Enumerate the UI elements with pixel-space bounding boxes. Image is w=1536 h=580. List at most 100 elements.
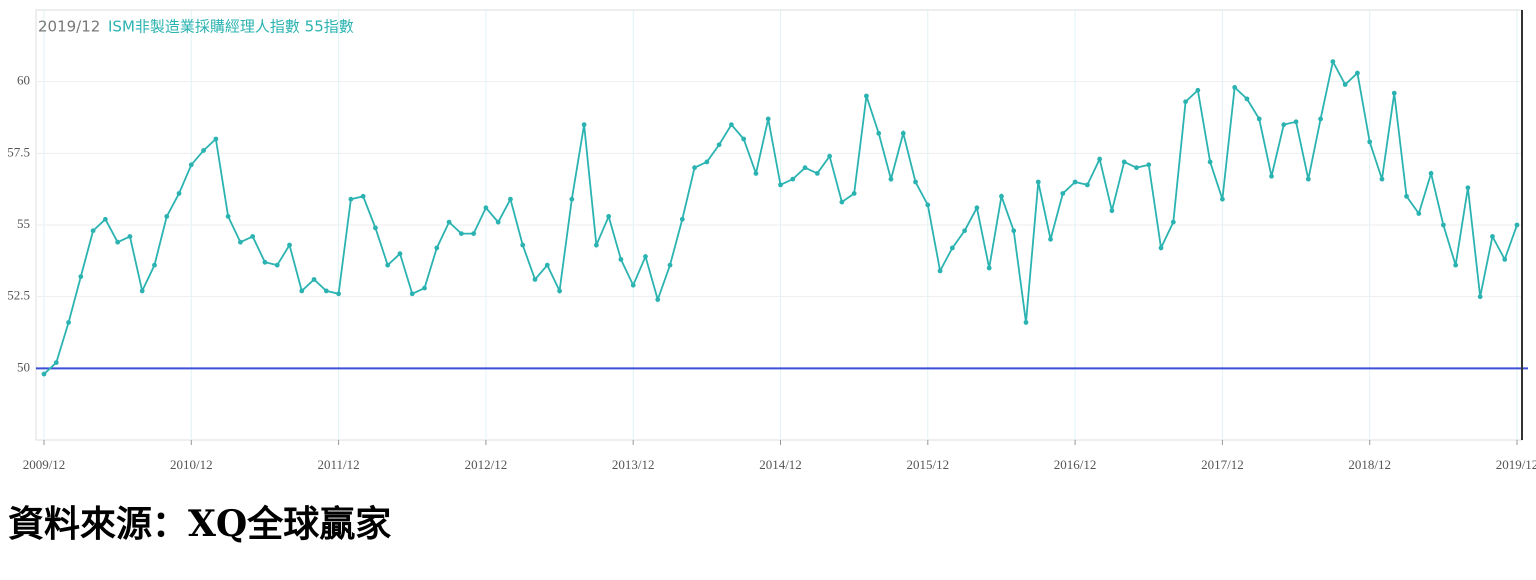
data-point	[778, 182, 783, 188]
data-point	[1183, 99, 1188, 105]
data-point	[765, 116, 771, 122]
data-point	[851, 191, 857, 196]
x-tick-label: 2018/12	[1348, 457, 1391, 472]
data-point	[213, 136, 219, 142]
data-point	[716, 142, 722, 148]
data-point	[1084, 182, 1090, 188]
data-point	[127, 234, 133, 239]
data-point	[581, 122, 587, 128]
data-point	[729, 122, 734, 128]
data-point	[569, 196, 575, 202]
data-point	[1146, 162, 1152, 168]
data-point	[1072, 179, 1078, 185]
y-tick-label: 50	[17, 359, 30, 374]
data-point	[655, 297, 661, 302]
data-point	[1416, 211, 1422, 216]
x-tick-label: 2012/12	[465, 457, 508, 472]
data-point	[790, 176, 796, 182]
data-point	[508, 196, 513, 202]
data-point	[913, 179, 918, 185]
data-point	[986, 265, 992, 271]
data-point	[1404, 193, 1409, 199]
y-tick-label: 55	[17, 216, 30, 231]
data-point	[1244, 96, 1250, 102]
data-point	[999, 193, 1004, 199]
data-point	[336, 291, 341, 297]
data-point	[1514, 222, 1520, 228]
data-point	[1158, 245, 1164, 251]
data-point	[802, 165, 808, 171]
data-point	[544, 262, 550, 268]
data-point	[1220, 196, 1225, 202]
data-point	[814, 171, 820, 176]
data-point	[90, 228, 96, 234]
data-point	[1256, 116, 1262, 122]
data-point	[373, 225, 378, 231]
date-label: 2019/12	[38, 18, 100, 36]
data-point	[1367, 139, 1373, 145]
data-point	[348, 196, 354, 202]
data-point	[495, 219, 501, 225]
data-point	[704, 159, 710, 165]
data-point	[900, 130, 906, 136]
data-point	[66, 320, 71, 325]
data-point	[1011, 228, 1017, 234]
data-point	[1490, 234, 1495, 239]
data-point	[250, 234, 256, 239]
data-point	[434, 245, 440, 251]
data-point	[287, 242, 292, 248]
data-point	[1318, 116, 1323, 122]
data-point	[1195, 87, 1201, 93]
data-point	[1048, 236, 1053, 242]
data-point	[679, 216, 685, 222]
data-point	[520, 242, 526, 248]
data-point	[1060, 191, 1066, 196]
data-point	[753, 171, 759, 176]
data-point	[876, 130, 882, 136]
data-point	[1391, 90, 1397, 96]
data-point	[1281, 122, 1287, 128]
data-point	[1330, 59, 1336, 64]
data-point	[962, 228, 968, 234]
data-point	[643, 254, 648, 259]
data-point	[925, 202, 931, 208]
chart-title: ISM非製造業採購經理人指數 55指數	[108, 18, 354, 36]
data-point	[152, 262, 157, 268]
data-point	[238, 239, 243, 245]
data-point	[1379, 176, 1385, 182]
data-point	[630, 282, 636, 288]
data-point	[409, 291, 415, 297]
x-tick-label: 2010/12	[170, 457, 213, 472]
data-point	[115, 239, 121, 245]
data-point	[1232, 85, 1238, 90]
x-tick-label: 2019/12	[1496, 457, 1536, 472]
data-point	[360, 193, 366, 199]
data-point	[1502, 257, 1508, 262]
data-point	[827, 153, 832, 159]
x-tick-label: 2011/12	[318, 457, 360, 472]
data-point	[1440, 222, 1446, 228]
data-point	[323, 288, 329, 294]
x-tick-label: 2009/12	[23, 457, 66, 472]
data-point	[422, 285, 427, 291]
data-point	[1269, 173, 1274, 179]
data-point	[311, 277, 317, 282]
data-point	[274, 262, 280, 268]
x-tick-label: 2016/12	[1054, 457, 1097, 472]
data-point	[692, 165, 697, 171]
y-tick-label: 52.5	[7, 288, 30, 303]
data-point	[176, 191, 182, 196]
data-point	[483, 205, 489, 211]
marks	[36, 59, 1528, 377]
data-point	[557, 288, 562, 294]
data-point	[458, 231, 464, 237]
data-point	[446, 219, 452, 225]
data-point	[1428, 171, 1434, 176]
data-point	[397, 251, 403, 257]
data-point	[102, 216, 108, 222]
x-tick-label: 2013/12	[612, 457, 655, 472]
data-point	[864, 93, 869, 99]
data-point	[1170, 219, 1176, 225]
data-point	[1109, 208, 1115, 214]
data-point	[618, 257, 624, 262]
